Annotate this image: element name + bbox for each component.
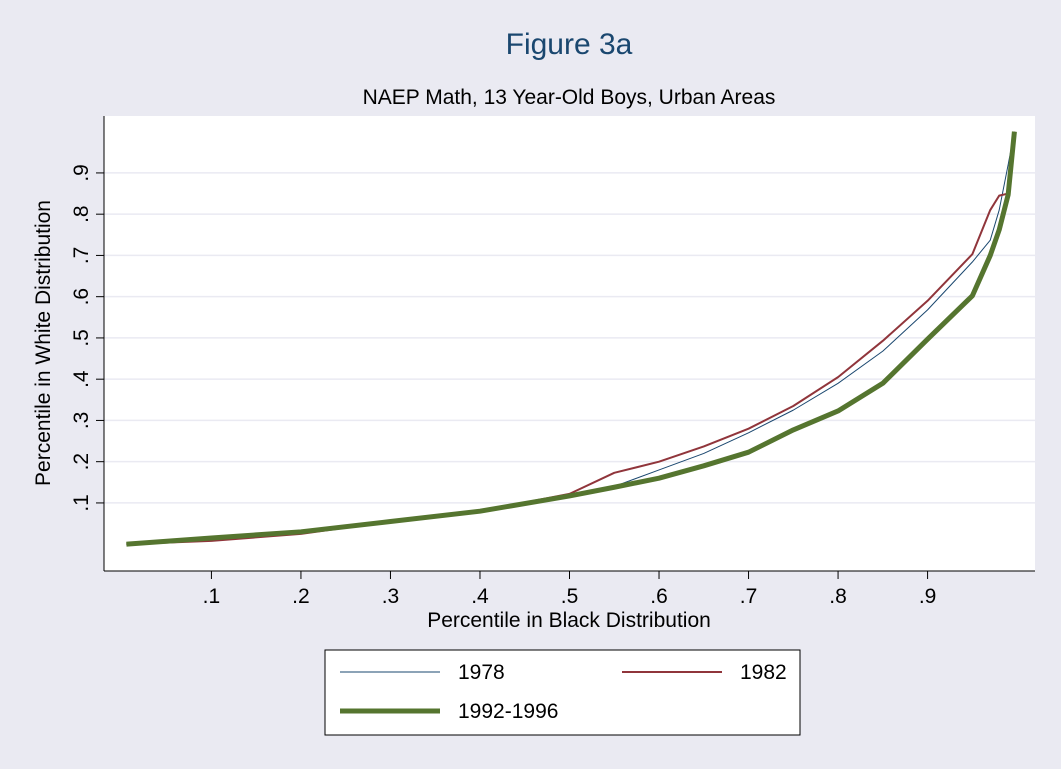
grid [104,172,1035,504]
legend-items: 1978 1982 1992-1996 [340,661,787,723]
x-tick-label: .7 [740,585,758,608]
y-tick-label: .9 [70,164,93,182]
legend-label: 1982 [740,661,787,684]
y-tick-label: .3 [70,412,93,430]
x-tick-label: .1 [203,585,221,608]
y-tick-label: .1 [70,494,93,512]
y-axis-title: Percentile in White Distribution [32,200,55,486]
y-tick-label: .5 [70,329,93,347]
x-tick-label: .8 [829,585,847,608]
x-axis-title: Percentile in Black Distribution [427,609,711,632]
x-tick-label: .4 [471,585,489,608]
x-tick-label: .2 [292,585,310,608]
legend-label: 1992-1996 [458,700,558,723]
chart-subtitle: NAEP Math, 13 Year-Old Boys, Urban Areas [363,86,776,109]
y-tick-label: .4 [70,370,93,388]
x-tick-label: .9 [919,585,937,608]
x-tick-label: .5 [561,585,579,608]
series-line [126,131,1017,547]
y-tick-label: .8 [70,205,93,223]
legend [324,649,801,736]
chart-title: Figure 3a [506,28,633,61]
x-tick-label: .3 [382,585,400,608]
y-tick-label: .6 [70,288,93,306]
x-tick-label: .6 [650,585,668,608]
legend-label: 1978 [458,661,505,684]
y-tick-label: .7 [70,247,93,265]
y-tick-label: .2 [70,453,93,471]
lines [126,131,1017,547]
